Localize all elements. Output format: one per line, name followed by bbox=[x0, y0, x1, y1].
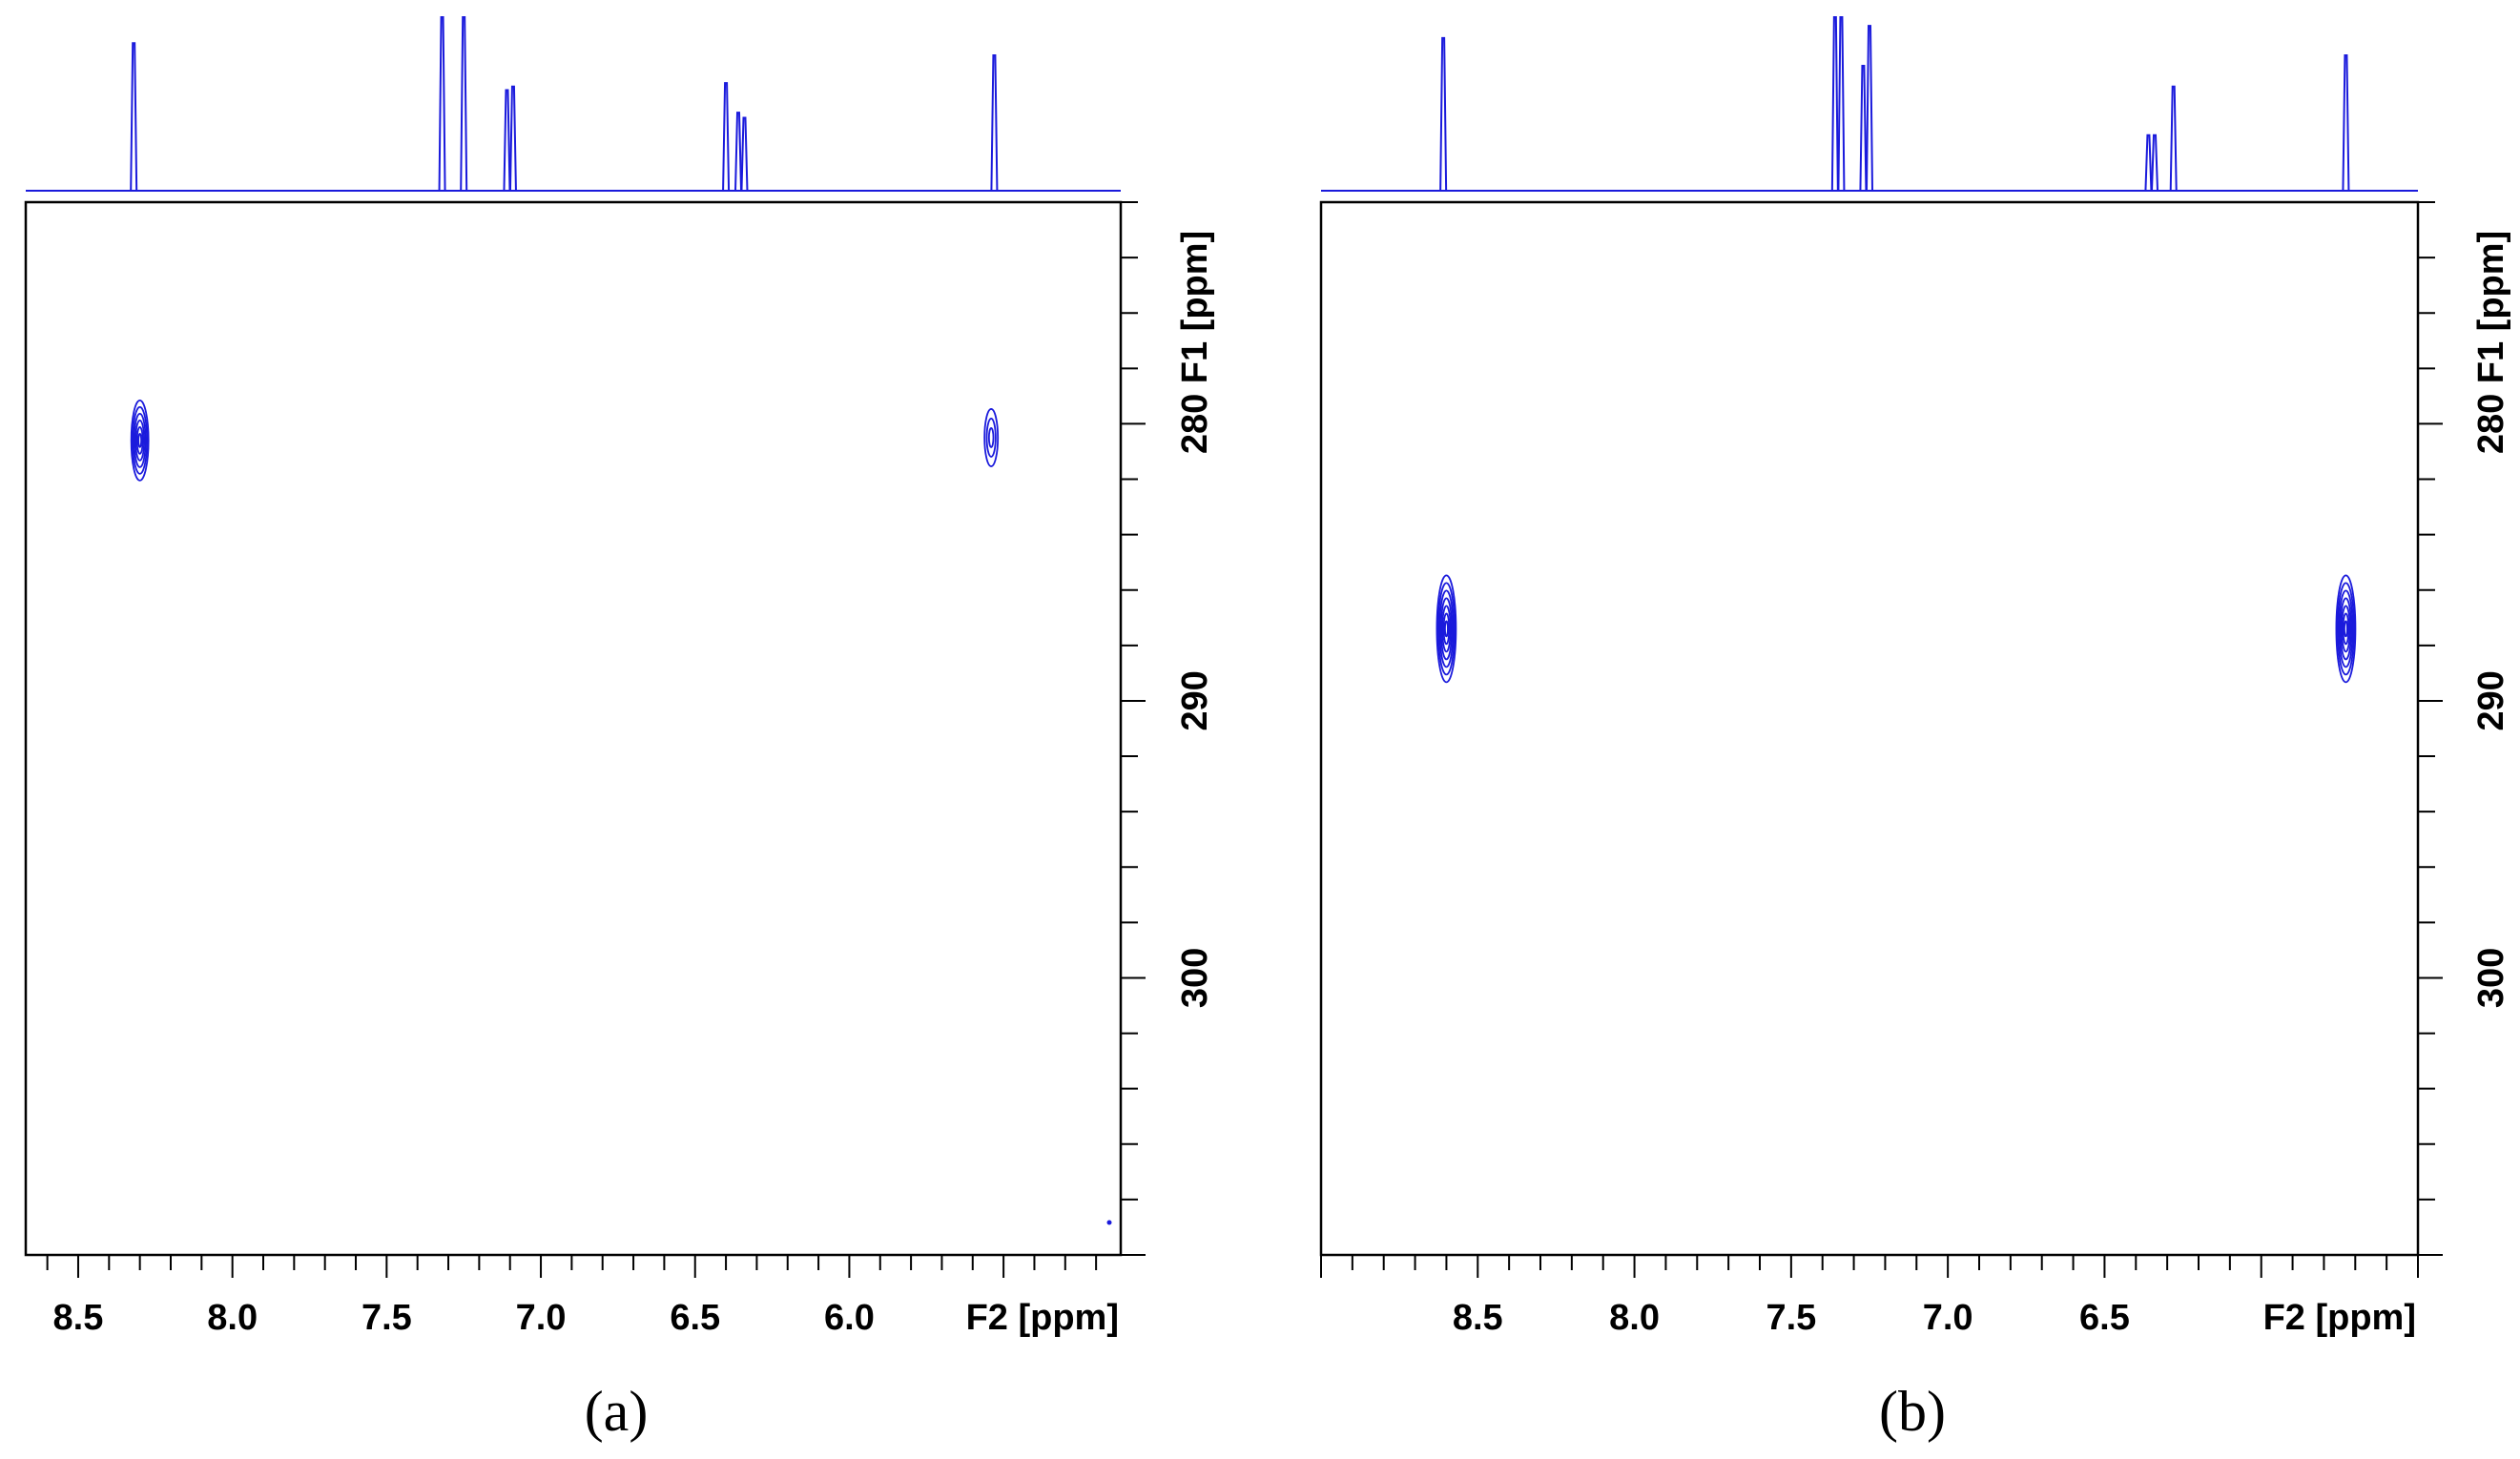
plot-frame bbox=[1319, 200, 2420, 1257]
x-tick-label: 7.0 bbox=[1923, 1298, 1973, 1338]
spectrum-peak bbox=[740, 116, 749, 192]
y-axis: 280 290 300 F1 [ppm] bbox=[2418, 201, 2511, 1256]
spectrum-peak bbox=[722, 82, 731, 192]
contour-level bbox=[1438, 589, 1455, 668]
contour-level bbox=[133, 412, 147, 468]
spectrum-peak bbox=[130, 42, 138, 192]
contour-level bbox=[137, 432, 143, 448]
y-tick-label: 290 bbox=[1175, 670, 1215, 730]
x-tick-label: 7.5 bbox=[361, 1298, 412, 1338]
x-tick-label: 7.0 bbox=[516, 1298, 567, 1338]
contour-level bbox=[2341, 605, 2351, 653]
nmr-panel-a: 8.5 8.0 7.5 7.0 6.5 6.0 F2 [ppm] 280 290 300 F1 [p… bbox=[24, 16, 1215, 1443]
y-tick-label: 280 bbox=[1175, 394, 1215, 454]
x-tick-label: 8.5 bbox=[1453, 1298, 1503, 1338]
y-axis: 280 290 300 F1 [ppm] bbox=[1121, 201, 1215, 1256]
spectrum-peak bbox=[1837, 16, 1846, 192]
panel-label: (a) bbox=[585, 1380, 649, 1443]
spectrum-peak bbox=[990, 54, 999, 192]
contour-level bbox=[987, 427, 995, 448]
cross-peaks bbox=[1436, 574, 2357, 684]
contour-level bbox=[130, 399, 150, 482]
contour-level bbox=[983, 408, 1000, 467]
spectrum-peak bbox=[503, 89, 511, 192]
contour-level bbox=[1436, 582, 1456, 676]
contour-level bbox=[2336, 582, 2355, 676]
contour-level bbox=[2335, 574, 2357, 684]
contour-level bbox=[135, 425, 144, 455]
spectrum-peak bbox=[1859, 64, 1868, 192]
spectrum-peak bbox=[438, 16, 446, 192]
spectrum-peak bbox=[2342, 54, 2350, 192]
x-axis-title: F2 [ppm] bbox=[966, 1298, 1119, 1338]
contour-level bbox=[1442, 612, 1451, 646]
x-axis: 8.5 8.0 7.5 7.0 6.5 6.0 F2 [ppm] bbox=[46, 1255, 1119, 1338]
spectrum-peak bbox=[1830, 16, 1839, 192]
contour-level bbox=[134, 419, 146, 462]
y-tick-label: 290 bbox=[2471, 670, 2511, 730]
x-tick-label: 6.5 bbox=[670, 1298, 720, 1338]
y-tick-label: 300 bbox=[1175, 948, 1215, 1008]
contour-level bbox=[1436, 574, 1457, 684]
spectrum-peak bbox=[460, 16, 468, 192]
cross-peak bbox=[983, 408, 1000, 467]
noise-dot bbox=[1106, 1220, 1112, 1225]
x-axis-title: F2 [ppm] bbox=[2263, 1298, 2416, 1338]
y-axis-title: F1 [ppm] bbox=[1175, 231, 1215, 383]
y-axis-title: F1 [ppm] bbox=[2471, 231, 2511, 383]
x-tick-label: 6.5 bbox=[2079, 1298, 2130, 1338]
y-tick-label: 280 bbox=[2471, 394, 2511, 454]
spectrum-peak bbox=[734, 112, 743, 192]
spectrum-peak bbox=[2169, 85, 2178, 192]
x-tick-label: 8.0 bbox=[1609, 1298, 1660, 1338]
x-tick-label: 8.0 bbox=[207, 1298, 258, 1338]
projection-spectrum bbox=[26, 16, 1121, 192]
projection-spectrum bbox=[1321, 16, 2418, 192]
contour-level bbox=[2344, 620, 2348, 638]
contour-level bbox=[132, 405, 149, 475]
spectrum-peak bbox=[1439, 36, 1448, 192]
x-axis: 8.5 8.0 7.5 7.0 6.5 F2 [ppm] bbox=[1320, 1255, 2419, 1338]
cross-peak bbox=[130, 399, 150, 482]
contour-level bbox=[1444, 620, 1449, 638]
x-tick-label: 6.0 bbox=[824, 1298, 875, 1338]
x-tick-label: 7.5 bbox=[1766, 1298, 1816, 1338]
spectrum-peak bbox=[2144, 134, 2153, 192]
cross-peaks bbox=[130, 399, 1000, 482]
panel-label: (b) bbox=[1879, 1380, 1946, 1443]
cross-peak bbox=[2335, 574, 2357, 684]
spectrum-peak bbox=[1866, 25, 1873, 192]
x-tick-label: 8.5 bbox=[53, 1298, 104, 1338]
contour-level bbox=[985, 418, 997, 458]
contour-level bbox=[2338, 589, 2354, 668]
nmr-panel-b: 8.5 8.0 7.5 7.0 6.5 F2 [ppm] 280 290 300 F1 [ppm]… bbox=[1319, 16, 2511, 1443]
y-tick-label: 300 bbox=[2471, 948, 2511, 1008]
contour-level bbox=[1439, 597, 1454, 661]
spectrum-peak bbox=[2151, 134, 2159, 192]
spectrum-peak bbox=[508, 85, 517, 192]
plot-frame bbox=[24, 200, 1123, 1257]
contour-level bbox=[2342, 612, 2350, 646]
contour-level bbox=[2339, 597, 2353, 661]
cross-peak bbox=[1436, 574, 1457, 684]
contour-level bbox=[1441, 605, 1452, 653]
